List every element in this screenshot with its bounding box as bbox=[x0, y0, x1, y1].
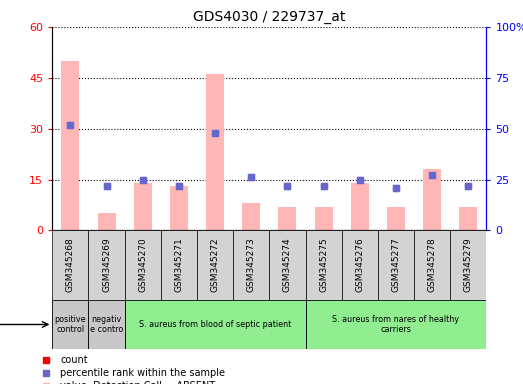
Bar bbox=[378, 230, 414, 300]
Bar bbox=[314, 207, 333, 230]
Text: GSM345279: GSM345279 bbox=[464, 238, 473, 292]
Text: GSM345270: GSM345270 bbox=[138, 238, 147, 292]
Bar bbox=[278, 207, 297, 230]
Text: GSM345277: GSM345277 bbox=[391, 238, 401, 292]
Text: GSM345278: GSM345278 bbox=[428, 238, 437, 292]
Bar bbox=[197, 230, 233, 300]
Text: negativ
e contro: negativ e contro bbox=[90, 315, 123, 334]
Text: S. aureus from blood of septic patient: S. aureus from blood of septic patient bbox=[139, 320, 291, 329]
Bar bbox=[342, 230, 378, 300]
Text: S. aureus from nares of healthy
carriers: S. aureus from nares of healthy carriers bbox=[333, 315, 459, 334]
Bar bbox=[423, 169, 441, 230]
Text: GSM345272: GSM345272 bbox=[211, 238, 220, 292]
Text: GSM345275: GSM345275 bbox=[319, 238, 328, 292]
Bar bbox=[52, 230, 88, 300]
Text: GSM345274: GSM345274 bbox=[283, 238, 292, 292]
Bar bbox=[351, 183, 369, 230]
Bar bbox=[242, 203, 260, 230]
Text: GSM345269: GSM345269 bbox=[102, 238, 111, 292]
Bar bbox=[387, 207, 405, 230]
Bar bbox=[233, 230, 269, 300]
Bar bbox=[305, 300, 486, 349]
Bar bbox=[305, 230, 342, 300]
Bar bbox=[206, 74, 224, 230]
Bar bbox=[52, 300, 88, 349]
Bar bbox=[414, 230, 450, 300]
Text: percentile rank within the sample: percentile rank within the sample bbox=[60, 367, 225, 377]
Text: GSM345273: GSM345273 bbox=[247, 238, 256, 292]
Text: value, Detection Call = ABSENT: value, Detection Call = ABSENT bbox=[60, 381, 215, 384]
Bar bbox=[161, 230, 197, 300]
Bar bbox=[450, 230, 486, 300]
Text: GSM345276: GSM345276 bbox=[355, 238, 365, 292]
Bar bbox=[61, 61, 79, 230]
Text: GSM345271: GSM345271 bbox=[174, 238, 184, 292]
Bar bbox=[124, 230, 161, 300]
Text: GSM345268: GSM345268 bbox=[66, 238, 75, 292]
Bar bbox=[124, 300, 305, 349]
Bar bbox=[88, 230, 124, 300]
Bar bbox=[170, 186, 188, 230]
Bar bbox=[269, 230, 305, 300]
Bar bbox=[459, 207, 477, 230]
Text: positive
control: positive control bbox=[54, 315, 86, 334]
Bar bbox=[97, 214, 116, 230]
Text: count: count bbox=[60, 355, 88, 365]
Title: GDS4030 / 229737_at: GDS4030 / 229737_at bbox=[193, 10, 346, 25]
Bar bbox=[88, 300, 124, 349]
Bar bbox=[134, 183, 152, 230]
